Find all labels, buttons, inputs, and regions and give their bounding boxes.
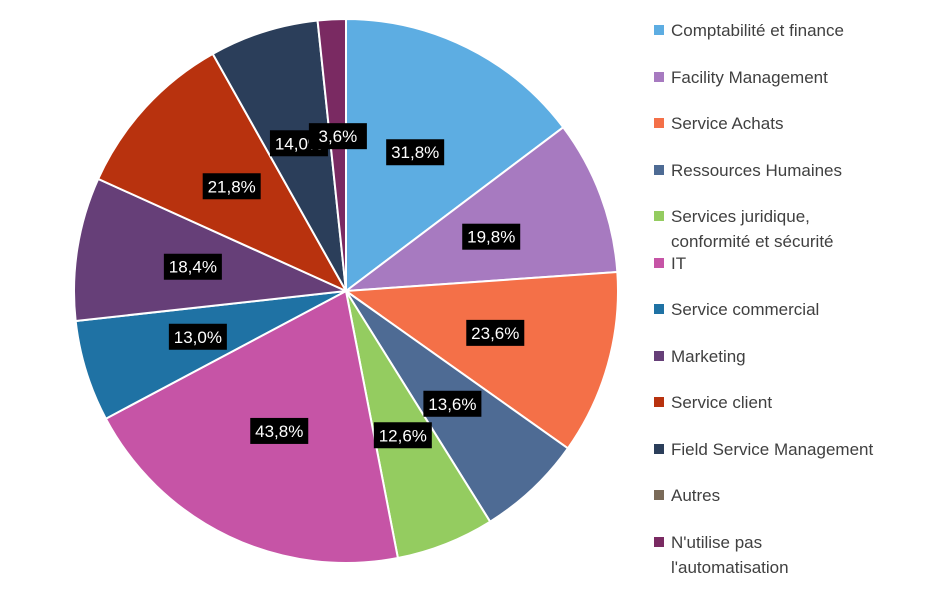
legend-item-service-commercial: Service commercial — [654, 297, 819, 322]
legend-label: Services juridique, conformité et sécuri… — [671, 207, 834, 251]
svg-text:43,8%: 43,8% — [255, 422, 303, 441]
data-label-service-client: 21,8% — [202, 173, 261, 200]
svg-text:3,6%: 3,6% — [319, 127, 358, 146]
svg-text:19,8%: 19,8% — [467, 228, 515, 247]
data-label-n-utilise-pas-l-automatisation: 3,6% — [308, 123, 367, 150]
pie-slice-n-utilise-pas-l-automatisation — [316, 17, 347, 292]
data-label-comptabilite-et-finance: 31,8% — [386, 139, 445, 166]
legend-label: Field Service Management — [671, 439, 874, 459]
legend-item-ressources-humaines: Ressources Humaines — [654, 158, 842, 183]
data-label-it: 43,8% — [250, 417, 309, 444]
legend-label: N'utilise pas l'automatisation — [671, 532, 789, 577]
legend-label: Service commercial — [671, 300, 820, 319]
data-label-facility-management: 19,8% — [462, 223, 521, 250]
legend-item-autres: Autres — [654, 483, 720, 508]
pie-slice-service-achats — [343, 270, 619, 450]
legend-swatch — [654, 118, 664, 128]
legend-swatch — [654, 257, 664, 268]
legend-item-field-service-management: Field Service Management — [654, 437, 873, 462]
legend-item-comptabilite-et-finance: Comptabilité et finance — [654, 18, 844, 43]
pie-slice-service-client — [96, 52, 349, 294]
legend-swatch — [654, 443, 664, 454]
legend-label: Marketing — [671, 346, 746, 366]
svg-text:12,6%: 12,6% — [379, 426, 427, 445]
svg-text:13,6%: 13,6% — [428, 395, 476, 414]
legend-label: Autres — [671, 486, 721, 505]
svg-text:23,6%: 23,6% — [471, 324, 519, 343]
legend-item-n-utilise-pas-l-automatisation: N'utilise pas l'automatisation — [654, 530, 789, 580]
legend-label: Ressources Humaines — [671, 160, 843, 180]
svg-text:18,4%: 18,4% — [169, 258, 217, 277]
legend-swatch — [654, 25, 664, 35]
data-label-service-commercial: 13,0% — [168, 323, 227, 350]
svg-text:31,8%: 31,8% — [391, 143, 439, 162]
legend-item-marketing: Marketing — [654, 344, 746, 369]
legend-item-services-juridique-conformite-et-securite: Services juridique, conformité et sécuri… — [654, 204, 834, 254]
legend-item-service-client: Service client — [654, 390, 772, 415]
legend-item-facility-management: Facility Management — [654, 65, 828, 90]
data-label-service-achats: 23,6% — [466, 319, 525, 346]
legend-swatch — [654, 350, 664, 361]
legend-item-service-achats: Service Achats — [654, 111, 783, 136]
data-label-services-juridique-conformite-et-securite: 12,6% — [373, 422, 432, 449]
legend-label: Service client — [671, 393, 773, 412]
data-label-ressources-humaines: 13,6% — [423, 390, 482, 417]
svg-text:21,8%: 21,8% — [208, 177, 256, 196]
legend-swatch — [654, 71, 664, 82]
legend-label: Facility Management — [671, 67, 828, 87]
legend-item-it: IT — [654, 251, 686, 276]
legend-swatch — [654, 490, 664, 500]
data-label-marketing: 18,4% — [163, 253, 222, 280]
svg-text:13,0%: 13,0% — [174, 328, 222, 347]
legend-swatch — [654, 164, 664, 175]
legend-label: Service Achats — [671, 114, 784, 133]
legend-swatch — [654, 304, 664, 314]
pie-slice-marketing — [73, 177, 350, 323]
legend-label: Comptabilité et finance — [671, 21, 844, 40]
legend-label: IT — [671, 253, 687, 273]
legend-swatch — [654, 211, 664, 221]
legend-swatch — [654, 397, 664, 407]
legend-swatch — [654, 536, 664, 547]
pie-slice-facility-management — [342, 125, 619, 293]
pie-slice-comptabilite-et-finance — [345, 17, 565, 294]
